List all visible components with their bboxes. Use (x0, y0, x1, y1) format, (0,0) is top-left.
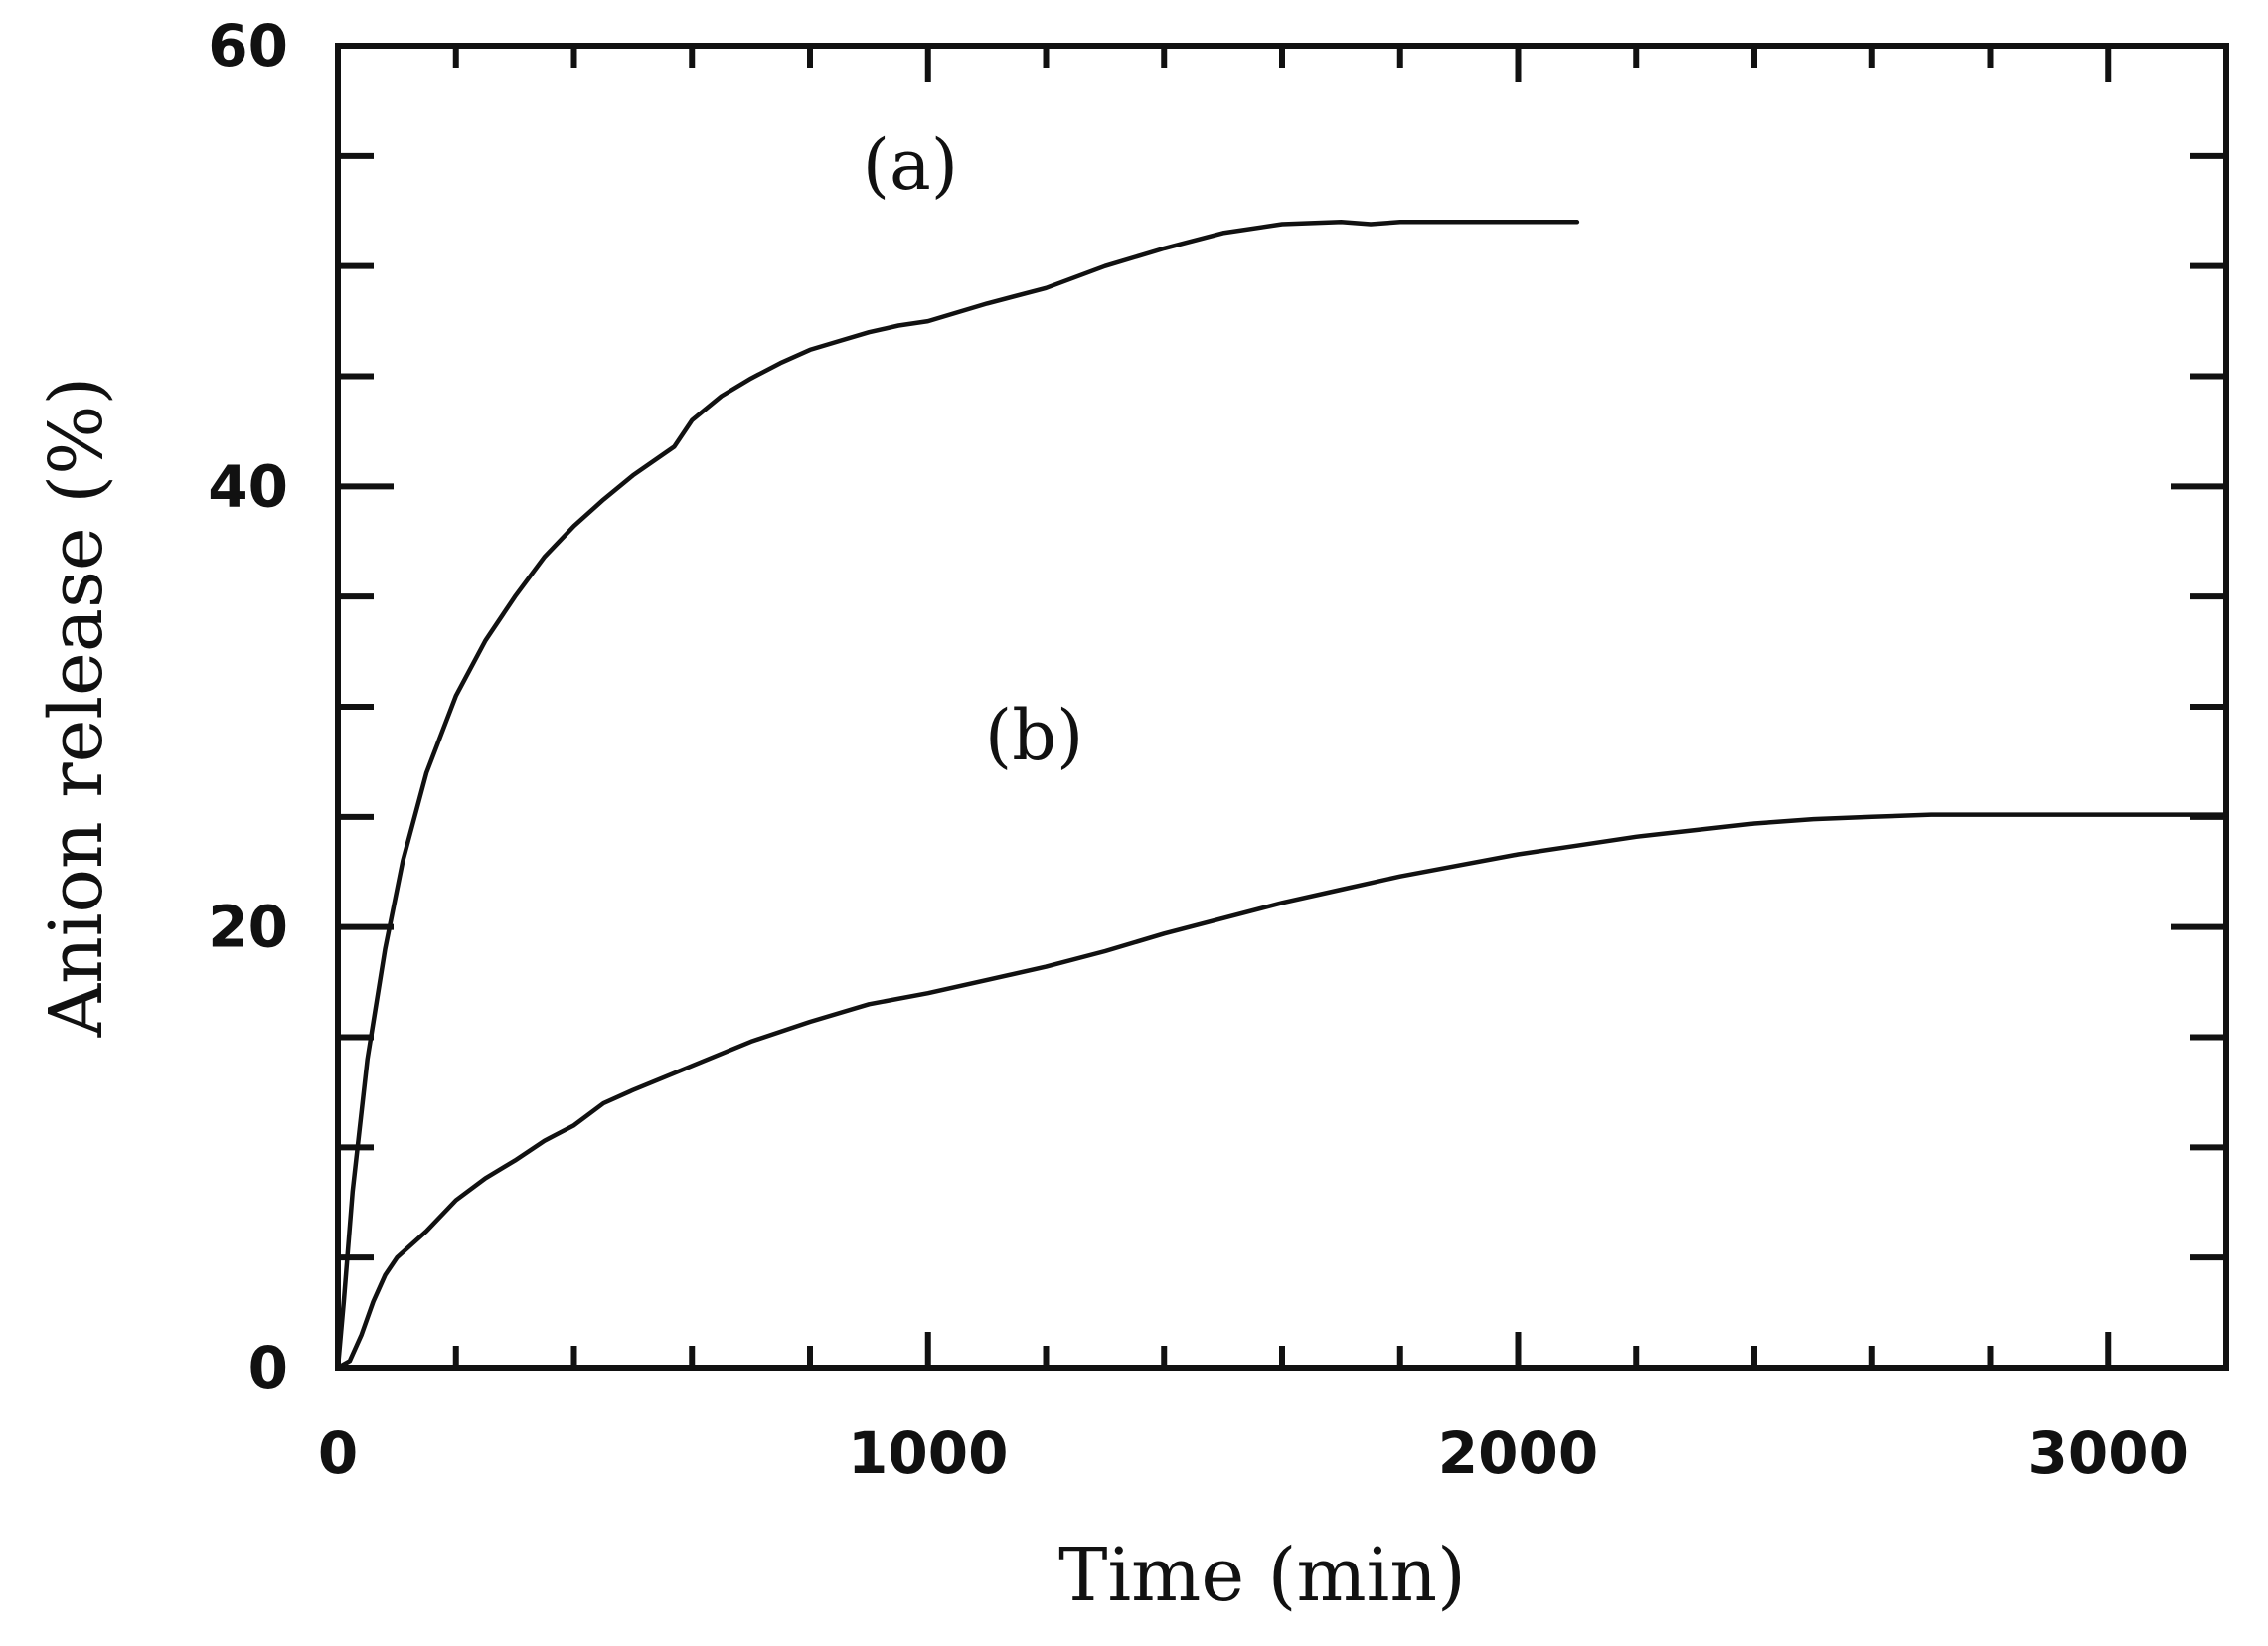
y-tick-label: 0 (248, 1334, 288, 1401)
x-tick-label: 1000 (848, 1419, 1008, 1487)
y-axis-title: Anion release (%) (34, 377, 119, 1039)
plot-frame (335, 43, 2229, 1371)
curve-annotations: (a) (b) (863, 124, 1084, 776)
y-tick-label: 60 (208, 12, 288, 80)
series-line-b (335, 812, 2229, 1371)
x-tick-label: 2000 (1438, 1419, 1598, 1487)
curve-label-a: (a) (863, 124, 958, 206)
x-tick-label: 3000 (2028, 1419, 2188, 1487)
y-tick-label: 20 (208, 894, 288, 961)
x-tick-label: 0 (318, 1419, 358, 1487)
axis-ticks (335, 43, 2229, 1371)
y-tick-label: 40 (208, 452, 288, 520)
tick-labels: 0 1000 2000 3000 0 20 40 60 (208, 12, 2188, 1487)
series-curves (335, 220, 2229, 1371)
series-line-a (335, 220, 1580, 1371)
x-axis-title: Time (min) (1058, 1533, 1466, 1618)
curve-label-b: (b) (985, 695, 1083, 776)
